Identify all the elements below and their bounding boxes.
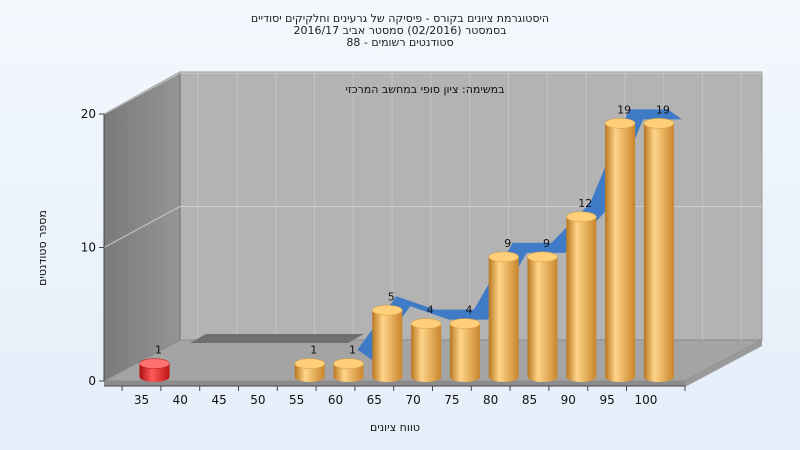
- bar-90: 12: [566, 197, 597, 382]
- x-tick-label-50: 50: [250, 393, 265, 407]
- data-label-95: 19: [617, 103, 631, 116]
- data-label-85: 9: [543, 237, 550, 250]
- x-tick-label-40: 40: [173, 393, 188, 407]
- x-tick-label-60: 60: [328, 393, 343, 407]
- x-tick-label-70: 70: [405, 393, 420, 407]
- bar-100: 19: [643, 103, 675, 382]
- y-tick-label-10: 10: [81, 241, 96, 255]
- x-tick-label-90: 90: [561, 393, 576, 407]
- bar-top: [139, 358, 170, 369]
- bar-60: 1: [333, 344, 364, 382]
- bar-top: [333, 358, 364, 369]
- x-tick-label-55: 55: [289, 393, 304, 407]
- data-label-65: 5: [388, 290, 395, 303]
- data-label-55: 1: [310, 344, 317, 357]
- bar-75: 4: [449, 304, 481, 382]
- x-tick-label-80: 80: [483, 393, 498, 407]
- bar-top: [527, 251, 558, 263]
- chart-title-line-2: בסמסטר (02/2016) סמסטר אביב 2016/17: [293, 24, 507, 37]
- bar-body: [488, 256, 519, 382]
- x-tick-label-85: 85: [522, 393, 537, 407]
- bar-95: 19: [604, 103, 636, 382]
- bar-35: 1: [139, 344, 170, 382]
- zero-ribbon: [190, 334, 364, 343]
- x-tick-label-45: 45: [211, 393, 226, 407]
- data-label-90: 12: [578, 197, 592, 210]
- bar-80: 9: [488, 237, 519, 382]
- x-tick-label-65: 65: [367, 393, 382, 407]
- bars-layer: 1 1 1 5 4 4 9 9 12 19 19: [139, 103, 675, 382]
- data-label-100: 19: [656, 103, 670, 116]
- bar-65: 5: [372, 290, 403, 382]
- bar-55: 1: [294, 344, 325, 382]
- x-tick-label-100: 100: [634, 393, 657, 407]
- y-tick-label-0: 0: [88, 374, 96, 388]
- bar-top: [566, 211, 597, 223]
- bar-top: [643, 118, 675, 129]
- bar-body: [605, 123, 636, 382]
- bar-85: 9: [527, 237, 558, 382]
- bar-top: [449, 318, 481, 329]
- bar-body: [411, 323, 442, 382]
- chart-annotation: במשימה: ציון סופי במחשב המרכזי: [345, 83, 504, 96]
- grid-line-side: [103, 72, 181, 115]
- y-axis-title: מספר סטודנטים: [36, 210, 49, 286]
- bar-top: [488, 251, 519, 263]
- data-label-80: 9: [504, 237, 511, 250]
- chart-title-line-1: היסטוגרמת ציונים בקורס - פיסיקה של גרעינ…: [250, 12, 550, 25]
- chart-title-line-3: סטודנטים רשומים - 88: [346, 36, 454, 49]
- ribbon-layer: [190, 109, 682, 360]
- bar-body: [449, 323, 480, 382]
- y-tick-label-20: 20: [81, 107, 96, 121]
- bar-body: [372, 310, 403, 382]
- bar-top: [294, 358, 325, 369]
- grid-line-side: [103, 206, 181, 248]
- x-tick-label-35: 35: [134, 393, 149, 407]
- bar-70: 4: [410, 304, 442, 382]
- bar-body: [527, 256, 558, 382]
- data-label-75: 4: [465, 304, 472, 317]
- floor-edge: [104, 381, 685, 386]
- x-tick-label-95: 95: [599, 393, 614, 407]
- bar-body: [643, 123, 674, 382]
- x-tick-label-75: 75: [444, 393, 459, 407]
- grid-layer: [103, 72, 762, 340]
- data-label-35: 1: [155, 344, 162, 357]
- bar-top: [604, 118, 636, 129]
- x-axis-title: טווח ציונים: [370, 421, 420, 434]
- bar-top: [410, 318, 442, 329]
- bar-top: [372, 305, 403, 316]
- data-label-70: 4: [427, 304, 434, 317]
- right-floor-slab: [685, 340, 762, 387]
- data-label-60: 1: [349, 344, 356, 357]
- bar-body: [566, 216, 597, 382]
